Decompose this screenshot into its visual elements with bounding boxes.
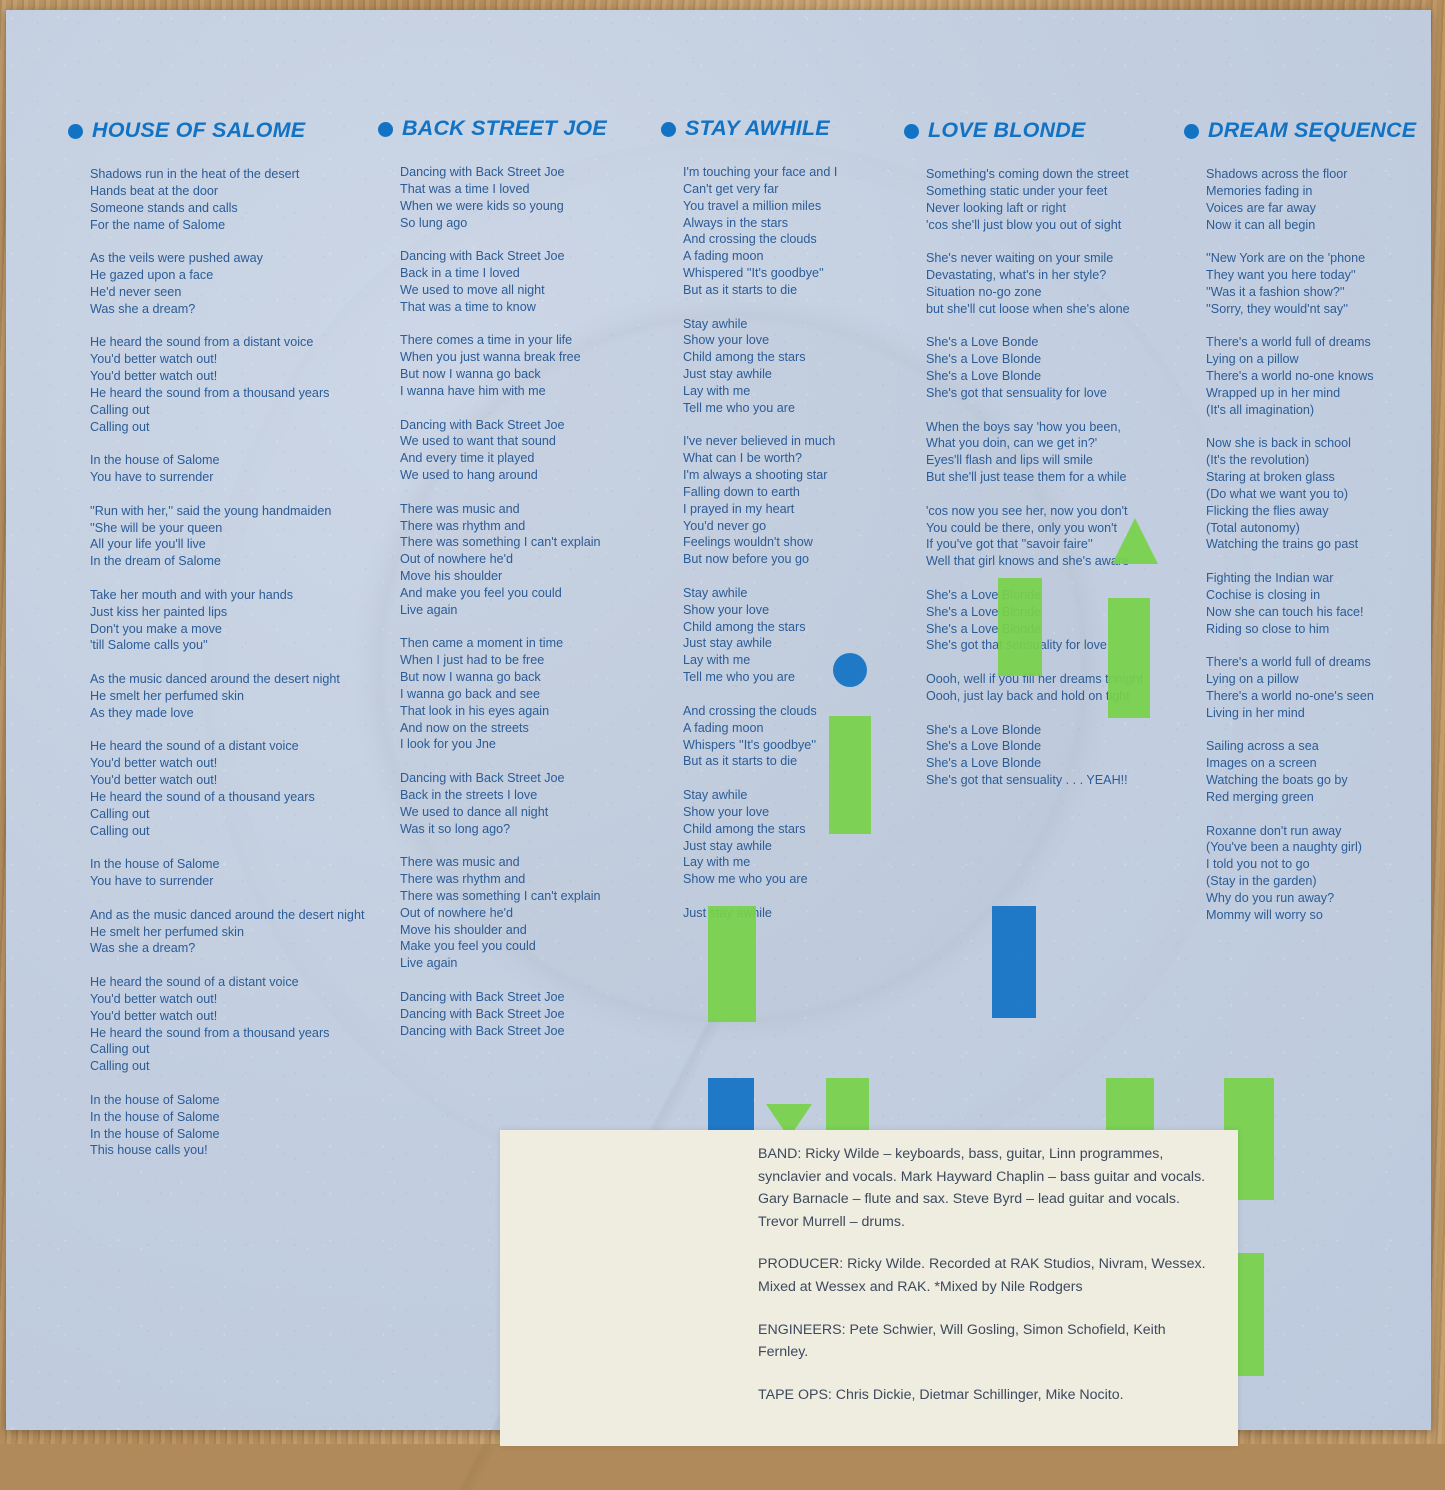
lyric-stanza: Dancing with Back Street Joe Back in a t…	[400, 248, 678, 315]
song-header: BACK STREET JOE	[378, 116, 678, 141]
lyric-stanza: She's a Love Blonde She's a Love Blonde …	[926, 722, 1184, 789]
lyric-stanza: Shadows across the floor Memories fading…	[1206, 166, 1434, 233]
lyric-stanza: ''Run with her,'' said the young handmai…	[90, 503, 368, 570]
song-lyrics: I'm touching your face and I Can't get v…	[683, 164, 931, 922]
green-bar-just-stay-awhile	[708, 906, 756, 1022]
lyric-stanza: There was music and There was rhythm and…	[400, 501, 678, 619]
lyric-stanza: Dancing with Back Street Joe That was a …	[400, 164, 678, 231]
song-header: HOUSE OF SALOME	[68, 118, 368, 143]
lyric-stanza: Fighting the Indian war Cochise is closi…	[1206, 570, 1434, 637]
song-title: HOUSE OF SALOME	[92, 118, 305, 143]
lyric-stanza: He heard the sound of a distant voice Yo…	[90, 974, 368, 1075]
record-inner-sleeve: HOUSE OF SALOME Shadows run in the heat …	[6, 10, 1431, 1430]
lyric-stanza: And as the music danced around the deser…	[90, 907, 368, 958]
song-column-stay-awhile: STAY AWHILE I'm touching your face and I…	[661, 116, 931, 938]
song-lyrics: Shadows across the floor Memories fading…	[1206, 166, 1434, 924]
lyric-stanza: Dancing with Back Street Joe Dancing wit…	[400, 989, 678, 1040]
blue-bar-love-blonde	[992, 906, 1036, 1018]
song-lyrics: Shadows run in the heat of the desert Ha…	[90, 166, 368, 1159]
song-column-back-street-joe: BACK STREET JOE Dancing with Back Street…	[378, 116, 678, 1056]
bullet-dot-icon	[68, 124, 83, 139]
credits-tape-ops: TAPE OPS: Chris Dickie, Dietmar Schillin…	[758, 1384, 1216, 1407]
lyric-stanza: In the house of Salome You have to surre…	[90, 452, 368, 486]
song-lyrics: Dancing with Back Street Joe That was a …	[400, 164, 678, 1040]
song-header: STAY AWHILE	[661, 116, 931, 141]
lyric-stanza: Then came a moment in time When I just h…	[400, 635, 678, 753]
lyric-stanza: Stay awhile Show your love Child among t…	[683, 316, 931, 417]
song-title: LOVE BLONDE	[928, 118, 1086, 143]
credits-producer: PRODUCER: Ricky Wilde. Recorded at RAK S…	[758, 1253, 1216, 1298]
lyric-stanza: And crossing the clouds A fading moon Wh…	[683, 703, 931, 770]
lyric-stanza: As the music danced around the desert ni…	[90, 671, 368, 722]
song-column-dream-sequence: DREAM SEQUENCE Shadows across the floor …	[1184, 118, 1434, 940]
lyric-stanza: In the house of Salome You have to surre…	[90, 856, 368, 890]
song-column-house-of-salome: HOUSE OF SALOME Shadows run in the heat …	[68, 118, 368, 1176]
song-header: LOVE BLONDE	[904, 118, 1184, 143]
bullet-dot-icon	[378, 122, 393, 137]
lyric-stanza: When the boys say 'how you been, What yo…	[926, 419, 1184, 486]
lyric-stanza: She's a Love Bonde She's a Love Blonde S…	[926, 334, 1184, 401]
lyric-stanza: Dancing with Back Street Joe Back in the…	[400, 770, 678, 837]
lyric-stanza: He heard the sound of a distant voice Yo…	[90, 738, 368, 839]
green-bar-love-blonde-upper	[998, 578, 1042, 676]
lyric-stanza: There comes a time in your life When you…	[400, 332, 678, 399]
lyric-stanza: I've never believed in much What can I b…	[683, 433, 931, 568]
green-triangle-love-blonde	[1112, 518, 1158, 564]
lyric-stanza: Something's coming down the street Somet…	[926, 166, 1184, 233]
bullet-dot-icon	[1184, 124, 1199, 139]
blue-dot-stay-awhile	[833, 653, 867, 687]
lyric-stanza: I'm touching your face and I Can't get v…	[683, 164, 931, 299]
lyric-stanza: ''New York are on the 'phone They want y…	[1206, 250, 1434, 317]
lyric-stanza: Take her mouth and with your hands Just …	[90, 587, 368, 654]
credits-panel: BAND: Ricky Wilde – keyboards, bass, gui…	[500, 1130, 1238, 1446]
lyric-stanza: He heard the sound from a distant voice …	[90, 334, 368, 435]
lyric-stanza: Roxanne don't run away (You've been a na…	[1206, 823, 1434, 924]
bullet-dot-icon	[904, 124, 919, 139]
bullet-dot-icon	[661, 122, 676, 137]
green-bar-stay-awhile	[829, 716, 871, 834]
lyric-stanza: Now she is back in school (It's the revo…	[1206, 435, 1434, 553]
lyric-stanza: Stay awhile Show your love Child among t…	[683, 585, 931, 686]
lyric-stanza: Stay awhile Show your love Child among t…	[683, 787, 931, 888]
song-header: DREAM SEQUENCE	[1184, 118, 1434, 143]
lyric-stanza: There's a world full of dreams Lying on …	[1206, 654, 1434, 721]
lyric-stanza: In the house of Salome In the house of S…	[90, 1092, 368, 1159]
lyric-stanza: Dancing with Back Street Joe We used to …	[400, 417, 678, 484]
lyric-stanza: She's never waiting on your smile Devast…	[926, 250, 1184, 317]
song-title: DREAM SEQUENCE	[1208, 118, 1416, 143]
green-bar-love-blonde-lower	[1108, 598, 1150, 718]
lyric-stanza: There's a world full of dreams Lying on …	[1206, 334, 1434, 418]
song-title: STAY AWHILE	[685, 116, 830, 141]
credits-engineers: ENGINEERS: Pete Schwier, Will Gosling, S…	[758, 1319, 1216, 1364]
credits-band: BAND: Ricky Wilde – keyboards, bass, gui…	[758, 1143, 1216, 1233]
lyric-stanza: Sailing across a sea Images on a screen …	[1206, 738, 1434, 805]
song-title: BACK STREET JOE	[402, 116, 607, 141]
lyric-stanza: Shadows run in the heat of the desert Ha…	[90, 166, 368, 233]
lyric-stanza: As the veils were pushed away He gazed u…	[90, 250, 368, 317]
lyric-stanza: There was music and There was rhythm and…	[400, 854, 678, 972]
